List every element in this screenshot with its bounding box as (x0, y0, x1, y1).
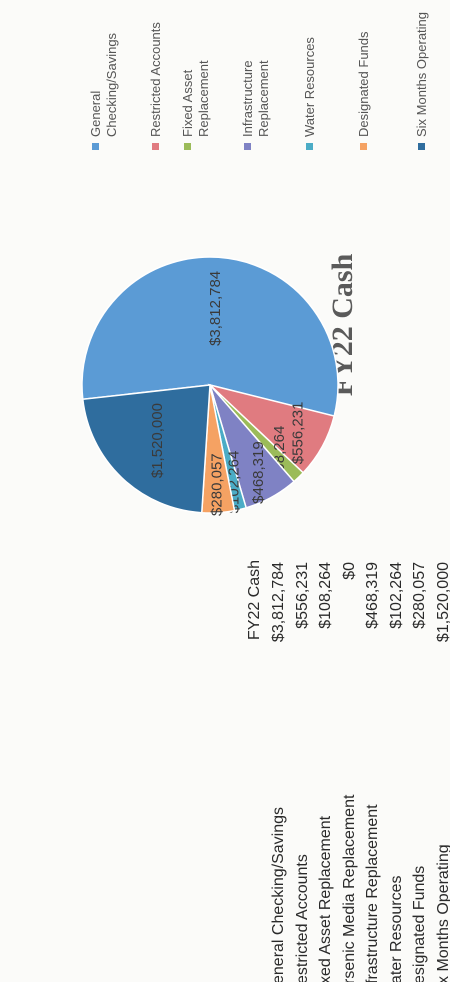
legend-label: Fixed Asset Replacement (180, 60, 211, 137)
row-label: ater Resources (387, 875, 405, 982)
data-label: $3,812,784 (207, 271, 224, 346)
row-value: $0 (340, 562, 358, 580)
data-label: $556,231 (290, 402, 307, 465)
legend-label: General Checking/Savings (88, 32, 119, 137)
legend-swatch (152, 143, 159, 150)
row-label: x Months Operating (434, 844, 450, 982)
row-label: rsenic Media Replacement (340, 794, 358, 982)
row-value: $1,520,000 (434, 562, 450, 643)
legend-swatch (360, 143, 367, 150)
row-label: frastructure Replacement (364, 804, 381, 982)
legend-label: Water Resources (302, 37, 317, 137)
pie-slice (81, 384, 211, 514)
legend-item: Six Months Operating (414, 10, 430, 150)
row-value: $102,264 (387, 562, 405, 629)
row-label: xed Asset Replacement (317, 815, 334, 982)
legend-label: Infrastructure Replacement (240, 60, 271, 137)
row-value: $556,231 (293, 562, 311, 629)
row-label: eneral Checking/Savings (270, 807, 287, 982)
legend-label: Restricted Accounts (148, 22, 163, 137)
legend-item: Restricted Accounts (148, 10, 164, 150)
legend-item: Infrastructure Replacement (240, 10, 272, 150)
legend-swatch (184, 143, 191, 150)
legend-label: Designated Funds (356, 31, 371, 137)
data-label: $1,520,000 (149, 403, 166, 478)
legend-item: General Checking/Savings (88, 10, 120, 150)
legend-item: Designated Funds (356, 10, 372, 150)
legend-item: Water Resources (302, 10, 318, 150)
pie-slice (81, 256, 339, 417)
legend-swatch (244, 143, 251, 150)
legend-swatch (92, 143, 99, 150)
legend-swatch (418, 143, 425, 150)
row-value: $3,812,784 (270, 562, 287, 643)
table-header: FY22 Cash (246, 559, 263, 640)
data-label: $280,057 (208, 453, 225, 516)
legend-label: Six Months Operating (414, 11, 429, 137)
legend-item: Fixed Asset Replacement (180, 10, 212, 150)
row-label: esignated Funds (411, 865, 428, 982)
row-label: estricted Accounts (293, 854, 311, 982)
legend-swatch (306, 143, 313, 150)
row-value: $280,057 (411, 562, 428, 629)
data-label: $468,319 (250, 441, 267, 504)
row-value: $108,264 (317, 562, 334, 629)
row-value: $468,319 (364, 562, 381, 629)
